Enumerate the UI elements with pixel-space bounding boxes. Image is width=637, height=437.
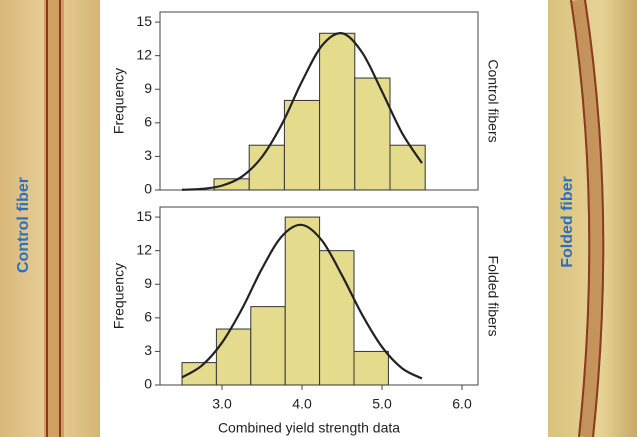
x-tick-label: 5.0 — [372, 396, 392, 412]
bar — [213, 178, 250, 191]
y-tick-label: 9 — [144, 80, 152, 96]
bar — [389, 144, 426, 191]
bar — [250, 306, 286, 386]
y-tick-label: 3 — [144, 147, 152, 163]
y-tick-label: 6 — [144, 114, 152, 130]
y-tick-label: 9 — [144, 275, 152, 291]
y-tick-label: 12 — [136, 241, 152, 257]
x-tick-label: 6.0 — [452, 396, 472, 412]
photo-label: Folded fiber — [559, 176, 576, 268]
x-tick-label: 4.0 — [292, 396, 312, 412]
photo-label: Control fiber — [15, 177, 32, 273]
y-axis-label: Frequency — [111, 68, 127, 134]
x-tick-label: 3.0 — [212, 396, 232, 412]
bar — [283, 99, 321, 191]
side-label: Control fibers — [485, 59, 501, 142]
x-axis-label: Combined yield strength data — [218, 420, 400, 436]
left-photo: Control fiber — [0, 0, 100, 437]
right-photo: Folded fiber — [548, 0, 637, 437]
y-tick-label: 3 — [144, 342, 152, 358]
bar — [319, 250, 355, 386]
fit-curve — [181, 223, 423, 380]
side-label: Folded fibers — [485, 256, 501, 337]
y-tick-label: 12 — [136, 46, 152, 62]
y-tick-label: 0 — [144, 181, 152, 197]
y-axis-label: Frequency — [111, 263, 127, 329]
y-tick-label: 0 — [144, 376, 152, 392]
y-tick-label: 6 — [144, 309, 152, 325]
y-tick-label: 15 — [136, 13, 152, 29]
bar — [284, 216, 321, 386]
bar — [353, 350, 389, 386]
bar — [215, 328, 252, 386]
y-tick-label: 15 — [136, 208, 152, 224]
bar — [248, 144, 285, 191]
bar — [319, 32, 356, 191]
fit-curve — [181, 32, 423, 191]
